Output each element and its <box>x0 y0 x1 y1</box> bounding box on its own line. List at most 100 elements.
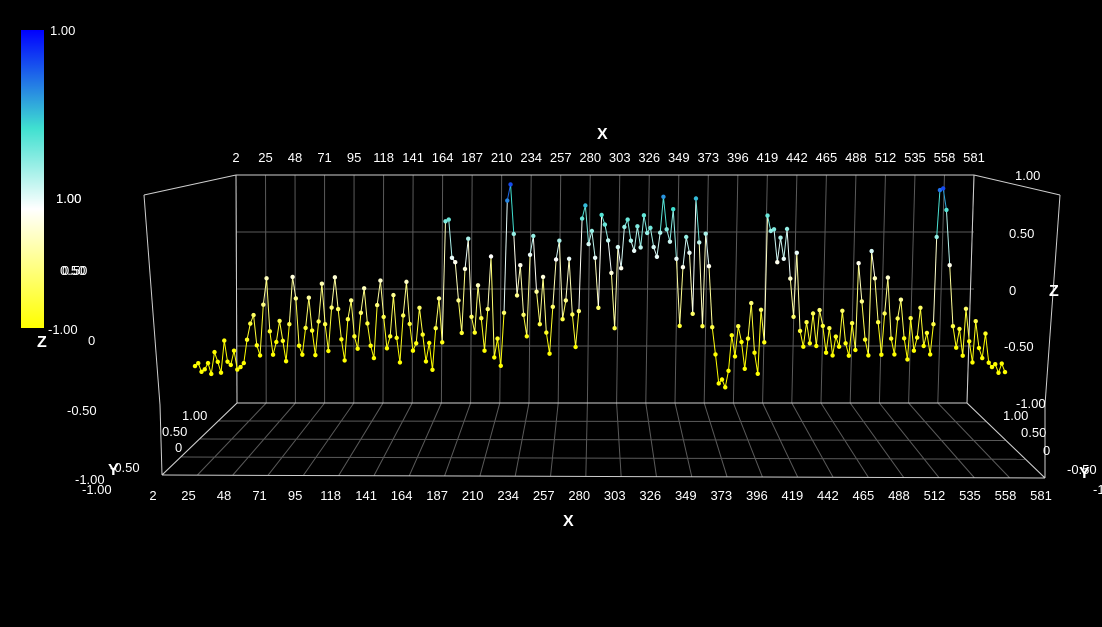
trace-segment <box>305 297 310 328</box>
data-point <box>872 276 878 281</box>
data-point <box>618 266 624 271</box>
trace-segment <box>744 338 749 369</box>
data-point <box>511 231 516 237</box>
trace-segment <box>877 322 882 355</box>
trace-segment <box>773 229 778 263</box>
data-point <box>456 298 461 303</box>
trace-segment <box>301 327 307 355</box>
trace-segment <box>698 242 703 327</box>
trace-segment <box>669 209 674 242</box>
data-point <box>921 343 926 349</box>
x-tick-label-top: 349 <box>668 150 690 165</box>
trace-segment <box>340 339 346 361</box>
trace-segment <box>532 235 538 292</box>
data-point <box>879 352 884 357</box>
data-point <box>960 353 965 358</box>
trace-segment <box>864 339 869 356</box>
data-point <box>885 275 891 280</box>
trace-segment <box>259 304 264 356</box>
data-point <box>963 306 969 311</box>
z-tick-label-left: 0.50 <box>62 263 87 278</box>
data-point <box>797 328 803 334</box>
trace-segment <box>578 218 583 312</box>
trace-segment <box>672 209 677 259</box>
data-point <box>205 360 211 366</box>
trace-segment <box>568 258 573 315</box>
x-tick-label-top: 419 <box>757 150 779 165</box>
trace-segment <box>526 254 531 337</box>
trace-segment <box>357 312 362 349</box>
data-point <box>462 266 468 272</box>
data-point <box>706 264 712 269</box>
trace-segment <box>415 307 420 344</box>
trace-segment <box>545 332 551 354</box>
trace-segment <box>487 256 492 310</box>
data-point <box>466 236 471 241</box>
data-point <box>537 322 543 327</box>
data-point <box>771 227 777 232</box>
trace-segment <box>571 314 577 348</box>
trace-segment <box>474 285 479 333</box>
x-tick-label-top: 581 <box>963 150 985 165</box>
data-point <box>300 352 305 357</box>
data-point <box>817 307 822 313</box>
trace-segment <box>662 196 668 230</box>
trace-segment <box>513 233 518 296</box>
trace-segment <box>555 240 560 260</box>
trace-segment <box>327 307 333 352</box>
data-point <box>553 257 559 262</box>
data-point <box>661 194 666 199</box>
x-tick-label-top: 95 <box>347 150 361 165</box>
data-point <box>202 367 207 372</box>
x-tick-label-top: 373 <box>697 150 719 165</box>
trace-segment <box>727 335 733 371</box>
x-tick-label-top: 257 <box>550 150 572 165</box>
data-point <box>599 212 604 218</box>
data-point <box>319 281 325 286</box>
trace-segment <box>575 311 580 348</box>
trace-segment <box>945 209 951 266</box>
trace-segment <box>617 247 622 269</box>
data-point <box>827 326 832 331</box>
trace-segment <box>789 278 795 317</box>
data-point <box>794 250 800 255</box>
axis-ticks: 2 2 25 25 48 48 71 71 95 95 118 118 141 141 164 164 187 1… <box>56 150 1102 503</box>
x-tick-label-bottom: 2 <box>149 488 156 503</box>
trace-segment <box>851 323 856 351</box>
data-point <box>296 343 302 348</box>
data-point <box>410 348 416 353</box>
trace-segment <box>360 288 365 313</box>
trace-segment <box>379 280 385 317</box>
data-point <box>788 276 793 281</box>
trace-segment <box>493 338 499 358</box>
data-point <box>345 317 351 322</box>
trace-segment <box>685 236 690 253</box>
trace-segment <box>516 265 521 296</box>
trace-segment <box>539 276 544 325</box>
trace-segment <box>288 276 294 325</box>
data-point <box>400 313 406 318</box>
data-point <box>586 241 591 247</box>
trace-segment <box>708 266 713 328</box>
trace-segment <box>558 240 564 320</box>
data-point <box>339 337 344 342</box>
data-point <box>970 360 975 365</box>
data-point <box>361 286 367 291</box>
trace-segment <box>588 230 593 245</box>
data-point <box>944 207 949 213</box>
data-point <box>862 337 868 342</box>
trace-segment <box>584 205 590 245</box>
trace-segment <box>975 321 980 349</box>
trace-segment <box>334 277 339 310</box>
data-point <box>248 321 253 326</box>
x-tick-label-top: 2 <box>232 150 239 165</box>
trace-segment <box>861 301 866 340</box>
data-point <box>436 296 442 301</box>
trace-segment <box>552 259 557 307</box>
trace-segment <box>932 236 938 325</box>
data-point <box>355 346 360 351</box>
data-point <box>937 187 943 193</box>
data-point <box>957 326 962 332</box>
trace-segment <box>562 300 567 320</box>
